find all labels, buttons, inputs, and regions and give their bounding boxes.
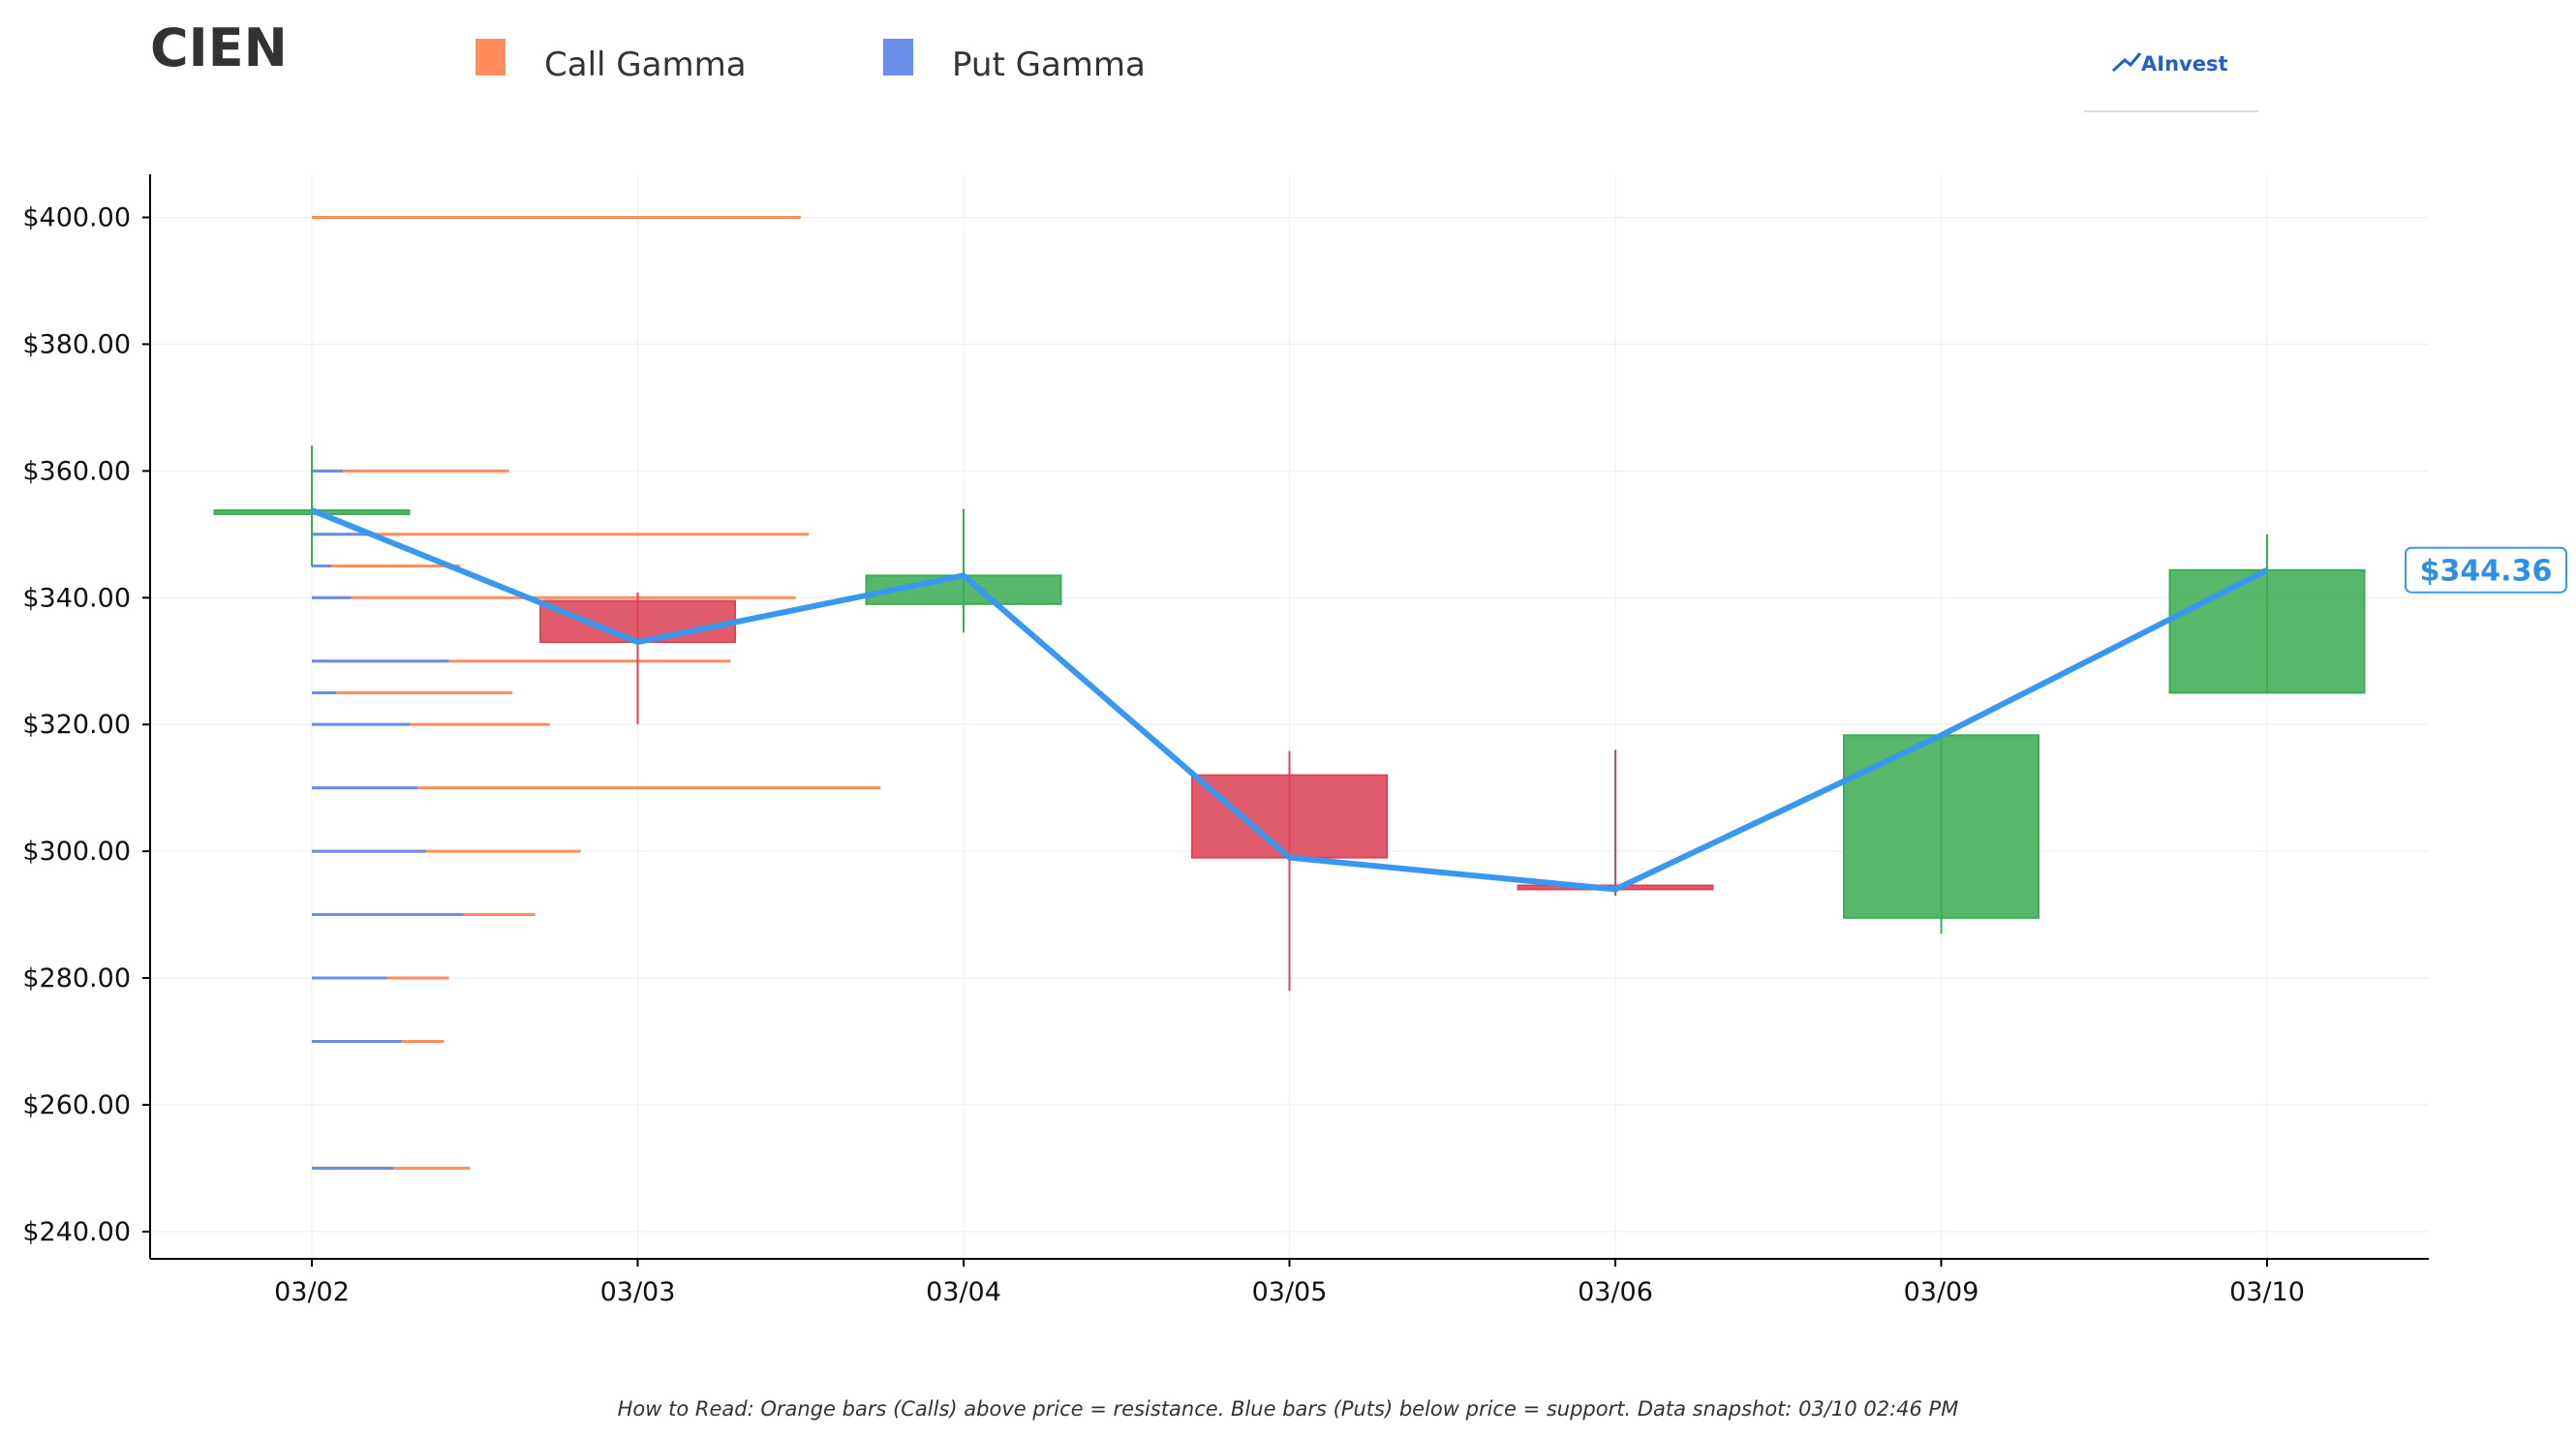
last-price-badge [2405, 546, 2567, 594]
footnote: How to Read: Orange bars (Calls) above p… [618, 1397, 1959, 1421]
brand-name: AInvest [2141, 52, 2228, 76]
y-tick-label: $360.00 [22, 456, 131, 486]
x-tick-label: 03/10 [2229, 1277, 2305, 1307]
last-price-label: $344.36 [2420, 555, 2553, 589]
x-tick-label: 03/06 [1578, 1277, 1653, 1307]
x-tick-label: 03/03 [600, 1277, 676, 1307]
x-tick-label: 03/05 [1252, 1277, 1328, 1307]
x-tick-label: 03/04 [926, 1277, 1001, 1307]
candle-body [1191, 774, 1388, 859]
close-price-line [310, 507, 2269, 893]
y-tick-label: $300.00 [22, 837, 131, 867]
y-tick-label: $240.00 [22, 1217, 131, 1247]
candle-body [1843, 734, 2039, 919]
plot-area: $240.00 $260.00 $280.00 $300.00 $320.00 $340.… [22, 174, 2567, 1307]
legend-call-swatch [475, 39, 506, 76]
brand-logo: AInvest [2084, 52, 2258, 112]
candle-body [2168, 568, 2366, 694]
brand-chart-icon [2111, 52, 2142, 73]
y-tick-label: $260.00 [22, 1090, 131, 1120]
legend: Call Gamma Put Gamma [475, 39, 1146, 84]
y-tick-label: $320.00 [22, 710, 131, 740]
x-tick-label: 03/02 [274, 1277, 350, 1307]
y-tick-label: $400.00 [22, 203, 131, 233]
legend-put-swatch [883, 39, 913, 76]
legend-put-label: Put Gamma [952, 46, 1146, 84]
legend-call-label: Call Gamma [544, 46, 747, 84]
y-tick-label: $380.00 [22, 329, 131, 359]
y-tick-label: $280.00 [22, 963, 131, 994]
ticker-title: CIEN [150, 17, 288, 78]
candle-body [539, 599, 736, 644]
y-tick-label: $340.00 [22, 583, 131, 613]
x-tick-label: 03/09 [1904, 1277, 1979, 1307]
